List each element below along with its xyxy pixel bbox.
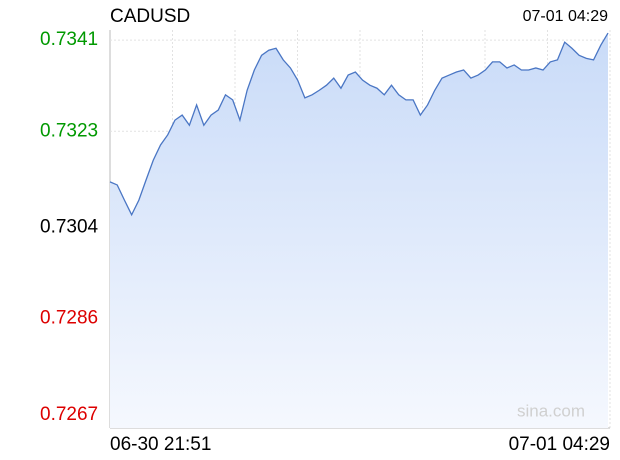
y-tick-label: 0.7286 (40, 308, 98, 329)
watermark: sina.com (517, 401, 585, 420)
x-tick-label: 06-30 21:51 (110, 434, 211, 455)
y-tick-label: 0.7304 (40, 216, 99, 237)
area (110, 33, 608, 428)
line (109, 32, 609, 217)
y-tick-label: 0.7267 (40, 404, 98, 425)
y-tick-label: 0.7323 (40, 120, 98, 141)
x-tick-label: 07-01 04:29 (509, 434, 610, 455)
header-time: 07-01 04:29 (523, 8, 609, 25)
chart-title: CADUSD (110, 6, 190, 27)
y-tick-label: 0.7341 (40, 29, 98, 50)
